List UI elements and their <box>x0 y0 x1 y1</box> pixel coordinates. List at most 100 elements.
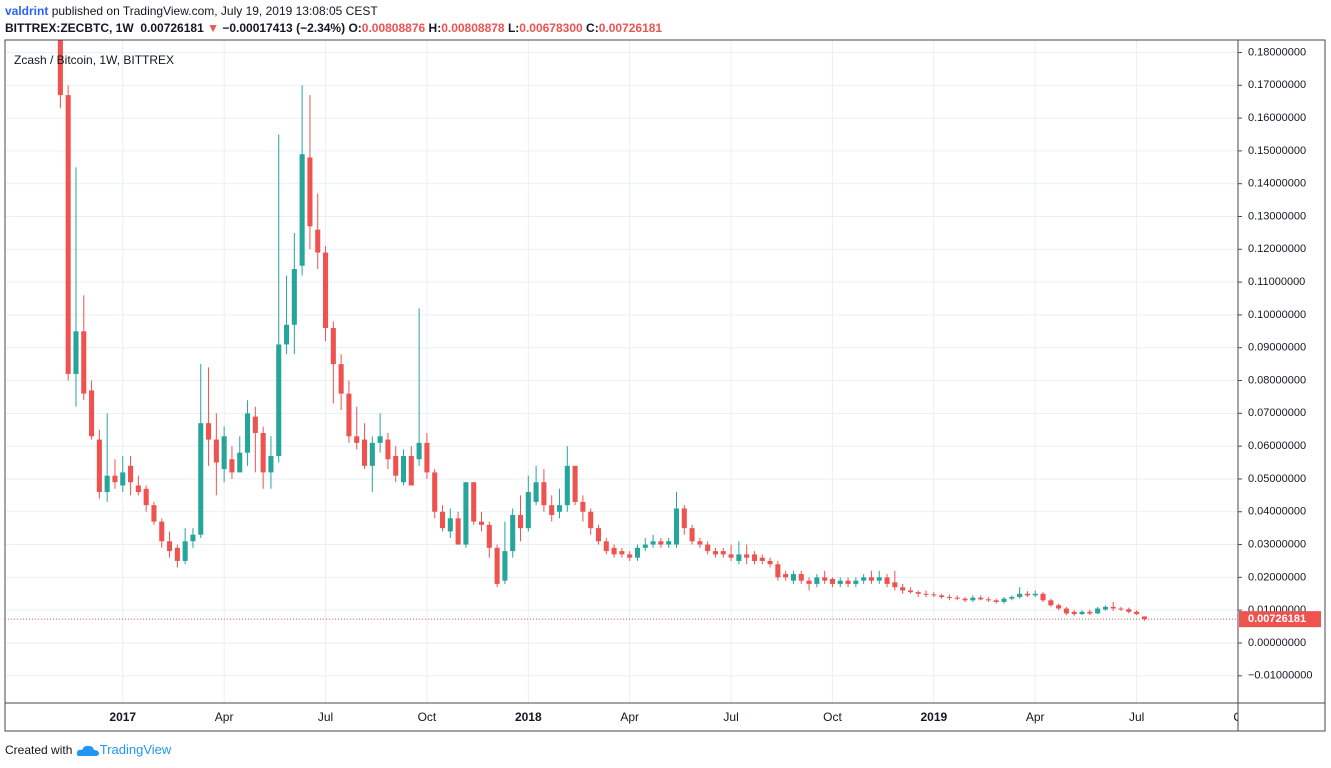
candle-body <box>853 580 859 584</box>
candle-body <box>954 597 960 599</box>
candles <box>57 40 1147 621</box>
candle-body <box>369 442 375 466</box>
y-tick-label: 0.18000000 <box>1248 46 1306 58</box>
candle-body <box>666 541 672 545</box>
candle-body <box>229 459 235 473</box>
candle-body <box>120 472 126 486</box>
candle-body <box>322 252 329 329</box>
candle-body <box>385 439 391 460</box>
candle-body <box>549 505 555 516</box>
candle-body <box>432 472 438 512</box>
candle-body <box>650 541 656 545</box>
candle-body <box>135 485 141 493</box>
logo <box>76 745 99 756</box>
candle-body <box>705 544 711 552</box>
x-tick-label: Oct <box>418 710 437 724</box>
candle-body <box>252 416 258 434</box>
x-tick-label: Apr <box>1026 710 1045 724</box>
x-tick-label: O <box>1233 710 1242 724</box>
publisher[interactable]: valdrint <box>5 4 49 18</box>
candle-body <box>1071 611 1077 615</box>
x-axis: 2017 Apr Jul Oct 2018 Apr Jul Oct 2019 Apr Jul O <box>109 710 1242 724</box>
candle-body <box>89 390 95 437</box>
candle-body <box>338 364 344 394</box>
y-tick-label: 0.13000000 <box>1248 210 1306 222</box>
candle-body <box>1017 593 1023 598</box>
candle-body <box>307 157 313 227</box>
candle-body <box>978 597 984 600</box>
brand[interactable]: TradingView <box>99 742 172 757</box>
candle-body <box>151 505 157 522</box>
x-tick-label: Oct <box>823 710 842 724</box>
candle-body <box>993 600 999 602</box>
candle-body <box>829 578 835 584</box>
last-price-label: 0.00726181 <box>1248 613 1306 625</box>
candle-body <box>354 436 360 443</box>
candle-body <box>634 547 641 558</box>
candle-body <box>736 554 742 561</box>
y-tick-label: 0.04000000 <box>1248 506 1306 518</box>
candle-body <box>291 268 297 325</box>
y-tick-label: 0.07000000 <box>1248 407 1306 419</box>
candle-body <box>1118 608 1124 610</box>
candle-body <box>1048 600 1054 606</box>
candle-body <box>143 488 149 506</box>
candle-body <box>822 577 828 581</box>
candle-body <box>580 501 586 512</box>
ohlc-value: 0.00808876 <box>361 21 426 35</box>
candle-body <box>284 324 290 345</box>
chart: 2017 Apr Jul Oct 2018 Apr Jul Oct 2019 Apr Jul O 0.… <box>4 39 1326 732</box>
candle-body <box>299 154 305 266</box>
y-tick-label: 0.10000000 <box>1248 309 1306 321</box>
candle-body <box>697 541 703 545</box>
candle-body <box>985 599 991 601</box>
x-tick-label: 2017 <box>109 710 136 724</box>
candle-body <box>876 577 882 581</box>
candle-body <box>96 439 102 493</box>
y-tick-label: 0.09000000 <box>1248 342 1306 354</box>
candle-body <box>712 551 719 555</box>
ohlc-value: 0.00678300 <box>519 21 583 35</box>
x-tick-label: 2019 <box>920 710 947 724</box>
candle-body <box>556 505 563 512</box>
candle-body <box>447 518 453 532</box>
x-tick-label: 2018 <box>515 710 542 724</box>
candle-body <box>478 521 485 525</box>
candle-body <box>315 229 321 253</box>
candle-body <box>463 482 469 545</box>
candle-body <box>268 455 274 473</box>
candle-body <box>923 593 929 595</box>
candle-body <box>400 455 407 483</box>
candle-body <box>572 465 578 502</box>
candle-body <box>642 544 648 548</box>
candle-body <box>377 436 383 443</box>
candle-body <box>588 511 594 529</box>
candle-body <box>112 475 118 483</box>
published: published on TradingView.com, July 19, 2… <box>51 4 378 18</box>
candle-body <box>237 452 243 473</box>
candle-body <box>814 577 820 584</box>
y-tick-label: 0.02000000 <box>1248 571 1306 583</box>
x-tick-label: Apr <box>620 710 639 724</box>
change: −0.00017413 (−2.34%) <box>222 21 346 35</box>
ohlc-value: 0.00808878 <box>441 21 505 35</box>
candle-body <box>81 331 87 394</box>
candle-body <box>455 518 461 545</box>
candle-body <box>424 442 430 473</box>
y-axis: 0.18000000 0.17000000 0.16000000 0.15000000… <box>1238 46 1313 682</box>
candle-body <box>931 594 937 596</box>
candle-body <box>939 595 945 598</box>
last-price-badge <box>1239 611 1321 628</box>
candle-body <box>907 590 913 593</box>
candle-body <box>915 592 921 594</box>
y-tick-label: 0.12000000 <box>1248 243 1306 255</box>
candle-body <box>868 577 874 581</box>
candle-body <box>416 442 422 460</box>
candle-body <box>73 331 79 374</box>
candle-body <box>1001 598 1007 602</box>
candle-body <box>1087 611 1093 614</box>
candle-body <box>946 597 952 599</box>
candle-body <box>744 554 750 558</box>
ohlc: O:0.00808876 H:0.00808878 L:0.00678300 C… <box>348 21 662 35</box>
